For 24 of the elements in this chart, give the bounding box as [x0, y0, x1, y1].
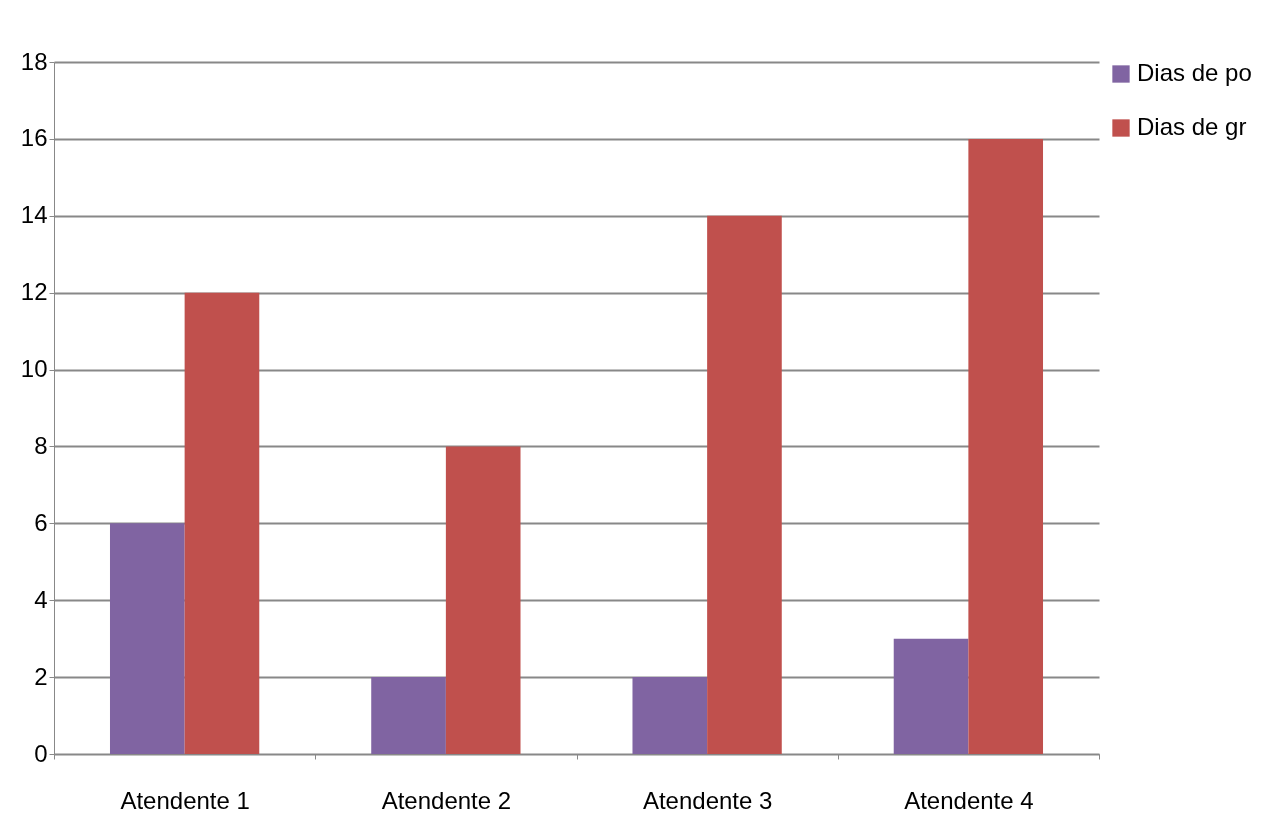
bar — [893, 638, 969, 754]
x-tick-label: Atendente 2 — [381, 786, 512, 814]
y-tick-label: 14 — [20, 201, 48, 229]
bar — [968, 138, 1044, 754]
legend-label: Dias de gr — [1137, 113, 1247, 140]
bar — [109, 523, 185, 754]
x-tick-label: Atendente 3 — [642, 786, 773, 814]
y-tick-label: 4 — [34, 585, 48, 613]
y-tick-label: 12 — [20, 278, 48, 306]
y-tick-label: 0 — [34, 739, 48, 767]
x-tick-label: Atendente 4 — [904, 786, 1034, 814]
bar — [632, 677, 708, 754]
y-tick-label: 18 — [20, 47, 48, 75]
y-tick-label: 10 — [20, 355, 48, 383]
y-tick-label: 8 — [34, 431, 48, 459]
y-tick-label: 16 — [20, 124, 48, 152]
y-tick-label: 2 — [34, 662, 48, 690]
y-tick-label: 6 — [34, 508, 48, 536]
x-tick-label: Atendente 1 — [120, 786, 250, 814]
bar — [371, 677, 446, 754]
legend-label: Dias de po — [1137, 59, 1252, 86]
bar — [707, 215, 782, 754]
bar — [445, 446, 521, 754]
bar — [184, 292, 260, 754]
